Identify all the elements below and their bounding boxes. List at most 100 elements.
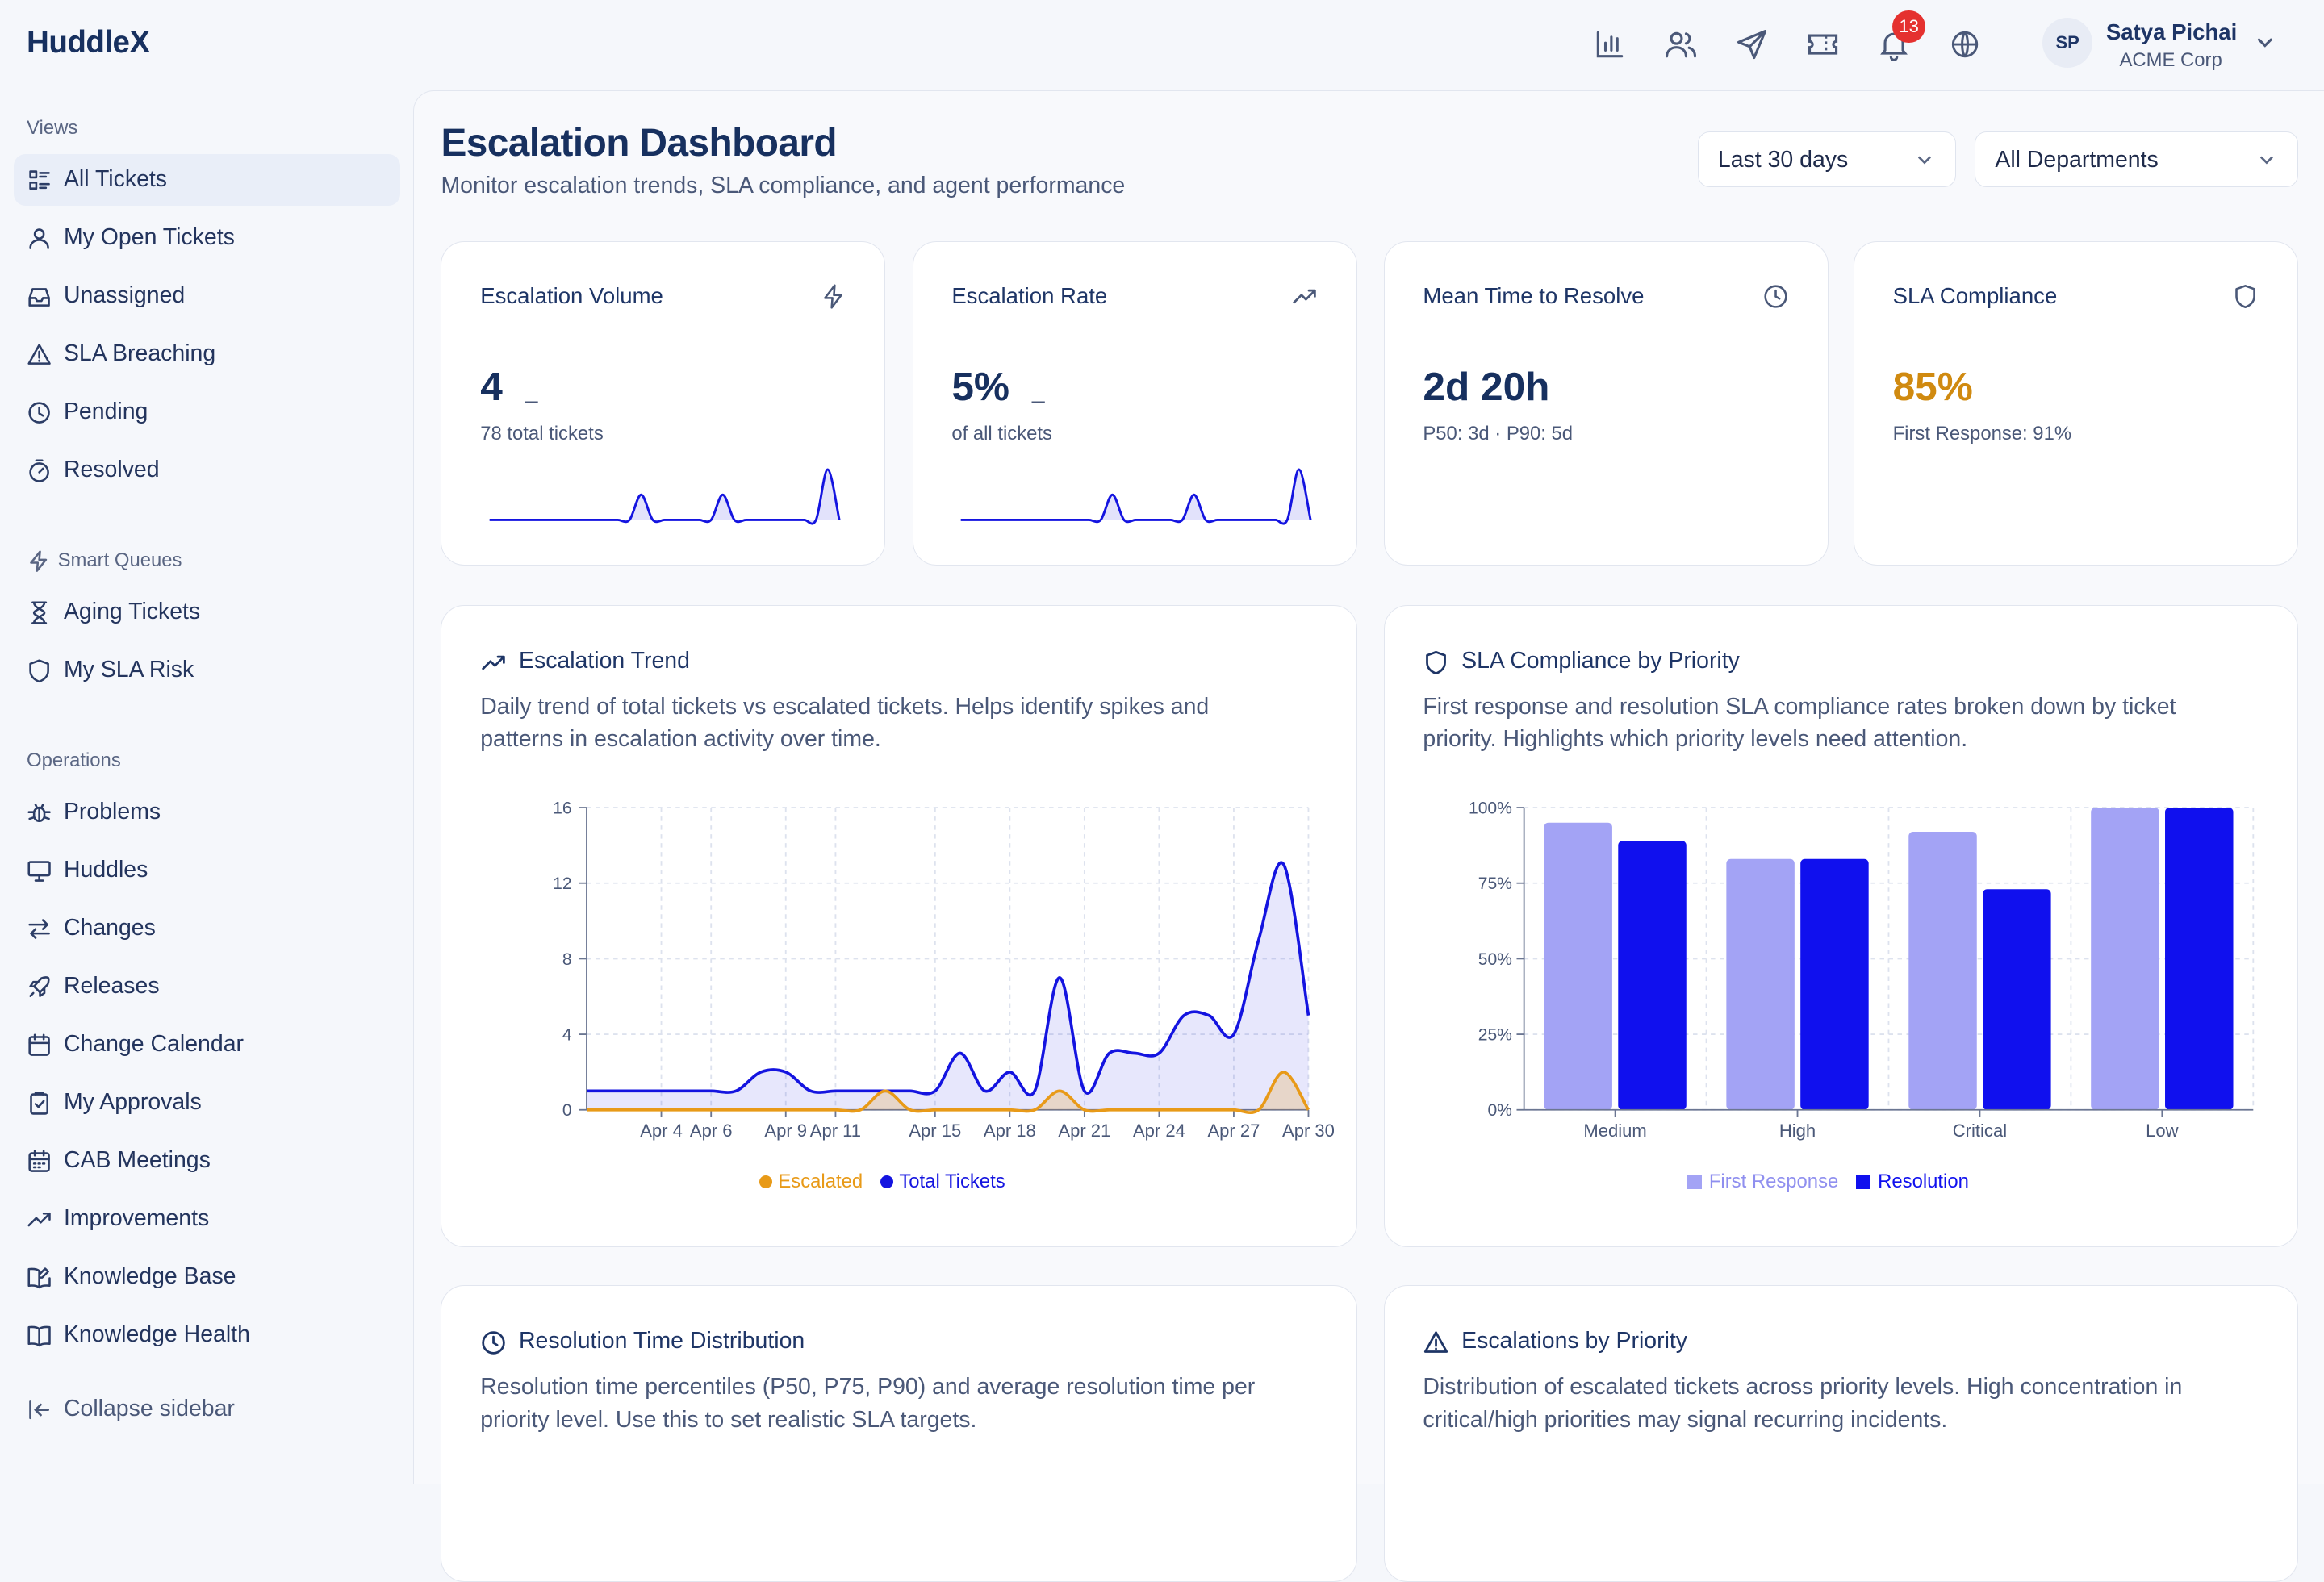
bar-resolution-low[interactable]: [2164, 808, 2234, 1110]
kpi-value: 2d 20h: [1423, 364, 1550, 410]
ticket-icon[interactable]: [1805, 27, 1841, 62]
sidebar-item-label: My Approvals: [63, 1088, 202, 1115]
collapse-sidebar-button[interactable]: Collapse sidebar: [14, 1387, 310, 1431]
sidebar-item-resolved[interactable]: Resolved: [14, 445, 400, 496]
sla-compliance-chart[interactable]: 0% 25% 50% 75% 100% Medium High Critical Low: [1385, 781, 2299, 1167]
sidebar-item-problems[interactable]: Problems: [14, 787, 400, 838]
lightning-icon: [820, 283, 846, 310]
card-description: Distribution of escalated tickets across…: [1423, 1374, 2183, 1433]
sidebar-item-my-sla-risk[interactable]: My SLA Risk: [14, 645, 400, 696]
sidebar-item-label: Problems: [63, 798, 161, 824]
card-title: Escalations by Priority: [1461, 1327, 1688, 1354]
kpi-title: SLA Compliance: [1892, 282, 2058, 308]
sidebar-item-unassigned[interactable]: Unassigned: [14, 270, 400, 322]
bar-chart-icon[interactable]: [1592, 27, 1628, 62]
bar-first-response-medium[interactable]: [1544, 822, 1612, 1110]
x-tick-label: Apr 24: [1133, 1121, 1185, 1141]
sidebar-item-label: My SLA Risk: [63, 657, 194, 682]
sidebar-item-my-open-tickets[interactable]: My Open Tickets: [14, 212, 400, 264]
book-edit-icon: [27, 1265, 52, 1290]
legend-item-total-tickets[interactable]: Total Tickets: [880, 1171, 1005, 1193]
sla-compliance-card: SLA Compliance by Priority First respons…: [1383, 605, 2299, 1247]
sidebar-item-improvements[interactable]: Improvements: [14, 1193, 400, 1245]
monitor-icon: [27, 858, 52, 883]
sparkline-area: [489, 470, 839, 524]
sidebar-item-sla-breaching[interactable]: SLA Breaching: [14, 328, 400, 380]
y-tick-label: 0: [562, 1101, 572, 1120]
legend-item-resolution[interactable]: Resolution: [1855, 1171, 1969, 1193]
views-section-title: Views: [27, 117, 78, 140]
date-range-value: Last 30 days: [1717, 146, 1849, 173]
bug-icon: [27, 800, 52, 825]
avatar[interactable]: SP: [2042, 18, 2093, 69]
y-tick-label: 100%: [1469, 799, 1512, 817]
kpi-trend: –: [1031, 386, 1045, 414]
bar-resolution-medium[interactable]: [1617, 841, 1687, 1110]
hourglass-icon: [27, 600, 52, 625]
rocket-icon: [27, 975, 52, 1000]
sidebar-item-change-calendar[interactable]: Change Calendar: [14, 1019, 400, 1071]
clock-icon: [1762, 283, 1789, 310]
department-select[interactable]: All Departments: [1975, 131, 2298, 188]
users-icon[interactable]: [1663, 27, 1699, 62]
bar-resolution-critical[interactable]: [1982, 889, 2051, 1110]
y-tick-label: 8: [562, 950, 572, 969]
escalation-trend-chart[interactable]: 0 4 8 12 16 Apr 4 Apr 6 Apr 9 Apr 11 Apr 15 Apr 18…: [441, 781, 1357, 1167]
book-open-icon: [27, 1323, 52, 1348]
collapse-arrow-icon: [27, 1397, 52, 1422]
bell-icon[interactable]: 13: [1876, 10, 1925, 62]
kpi-card-escalation-rate: Escalation Rate 5% – of all tickets: [912, 240, 1357, 566]
bar-first-response-high[interactable]: [1725, 858, 1795, 1110]
series-line-total-tickets[interactable]: [587, 861, 1310, 1097]
alert-triangle-icon: [27, 342, 52, 367]
sidebar-item-label: Changes: [63, 914, 156, 941]
kpi-title: Mean Time to Resolve: [1423, 282, 1645, 308]
sidebar-item-label: Resolved: [63, 456, 160, 482]
sidebar-item-aging-tickets[interactable]: Aging Tickets: [14, 586, 400, 638]
bar-first-response-critical[interactable]: [1908, 832, 1977, 1110]
x-tick-label: Low: [2146, 1121, 2179, 1141]
sidebar-item-knowledge-health[interactable]: Knowledge Health: [14, 1309, 400, 1361]
globe-icon[interactable]: [1947, 27, 1983, 62]
sidebar-item-my-approvals[interactable]: My Approvals: [14, 1077, 400, 1129]
sidebar-item-label: My Open Tickets: [63, 223, 235, 250]
x-tick-label: Apr 21: [1059, 1121, 1111, 1141]
card-description: Daily trend of total tickets vs escalate…: [480, 694, 1210, 753]
chart-legend: Escalated Total Tickets: [759, 1171, 1018, 1194]
legend-item-first-response[interactable]: First Response: [1687, 1171, 1838, 1193]
sidebar-item-knowledge-base[interactable]: Knowledge Base: [14, 1251, 400, 1303]
sidebar-item-releases[interactable]: Releases: [14, 961, 400, 1012]
trend-up-icon: [1291, 283, 1318, 310]
shield-icon: [2232, 283, 2259, 310]
series-line-escalated[interactable]: [587, 1071, 1310, 1115]
top-icon-group: 13: [1592, 10, 1983, 62]
send-icon[interactable]: [1734, 27, 1770, 62]
sidebar-item-label: Knowledge Base: [63, 1263, 236, 1289]
app-logo[interactable]: HuddleX: [27, 25, 150, 61]
chevron-down-icon: [2257, 150, 2276, 169]
kpi-card-sla-compliance: SLA Compliance 85% First Response: 91%: [1853, 240, 2298, 566]
x-tick-label: Apr 15: [909, 1121, 962, 1141]
sidebar: Views All Tickets My Open Tickets Unassign…: [0, 89, 413, 1452]
legend-item-escalated[interactable]: Escalated: [759, 1171, 863, 1193]
sidebar-item-label: Pending: [63, 398, 148, 424]
date-range-select[interactable]: Last 30 days: [1698, 131, 1956, 188]
shield-icon: [27, 658, 52, 683]
calendar-grid-icon: [27, 1149, 52, 1174]
sidebar-item-label: All Tickets: [63, 165, 168, 192]
sidebar-item-cab-meetings[interactable]: CAB Meetings: [14, 1135, 400, 1187]
y-tick-label: 50%: [1478, 950, 1511, 969]
chevron-down-icon[interactable]: [2255, 32, 2276, 53]
sidebar-item-huddles[interactable]: Huddles: [14, 845, 400, 896]
clipboard-check-icon: [27, 1091, 52, 1116]
x-tick-label: Apr 9: [765, 1121, 808, 1141]
bar-first-response-low[interactable]: [2090, 808, 2159, 1110]
card-title: SLA Compliance by Priority: [1461, 647, 1740, 674]
sidebar-item-changes[interactable]: Changes: [14, 903, 400, 954]
bar-resolution-high[interactable]: [1799, 858, 1869, 1110]
sidebar-item-pending[interactable]: Pending: [14, 386, 400, 438]
x-tick-label: Apr 27: [1208, 1121, 1260, 1141]
department-value: All Departments: [1995, 146, 2159, 173]
x-tick-label: Apr 6: [690, 1121, 733, 1141]
sidebar-item-all-tickets[interactable]: All Tickets: [13, 154, 400, 207]
